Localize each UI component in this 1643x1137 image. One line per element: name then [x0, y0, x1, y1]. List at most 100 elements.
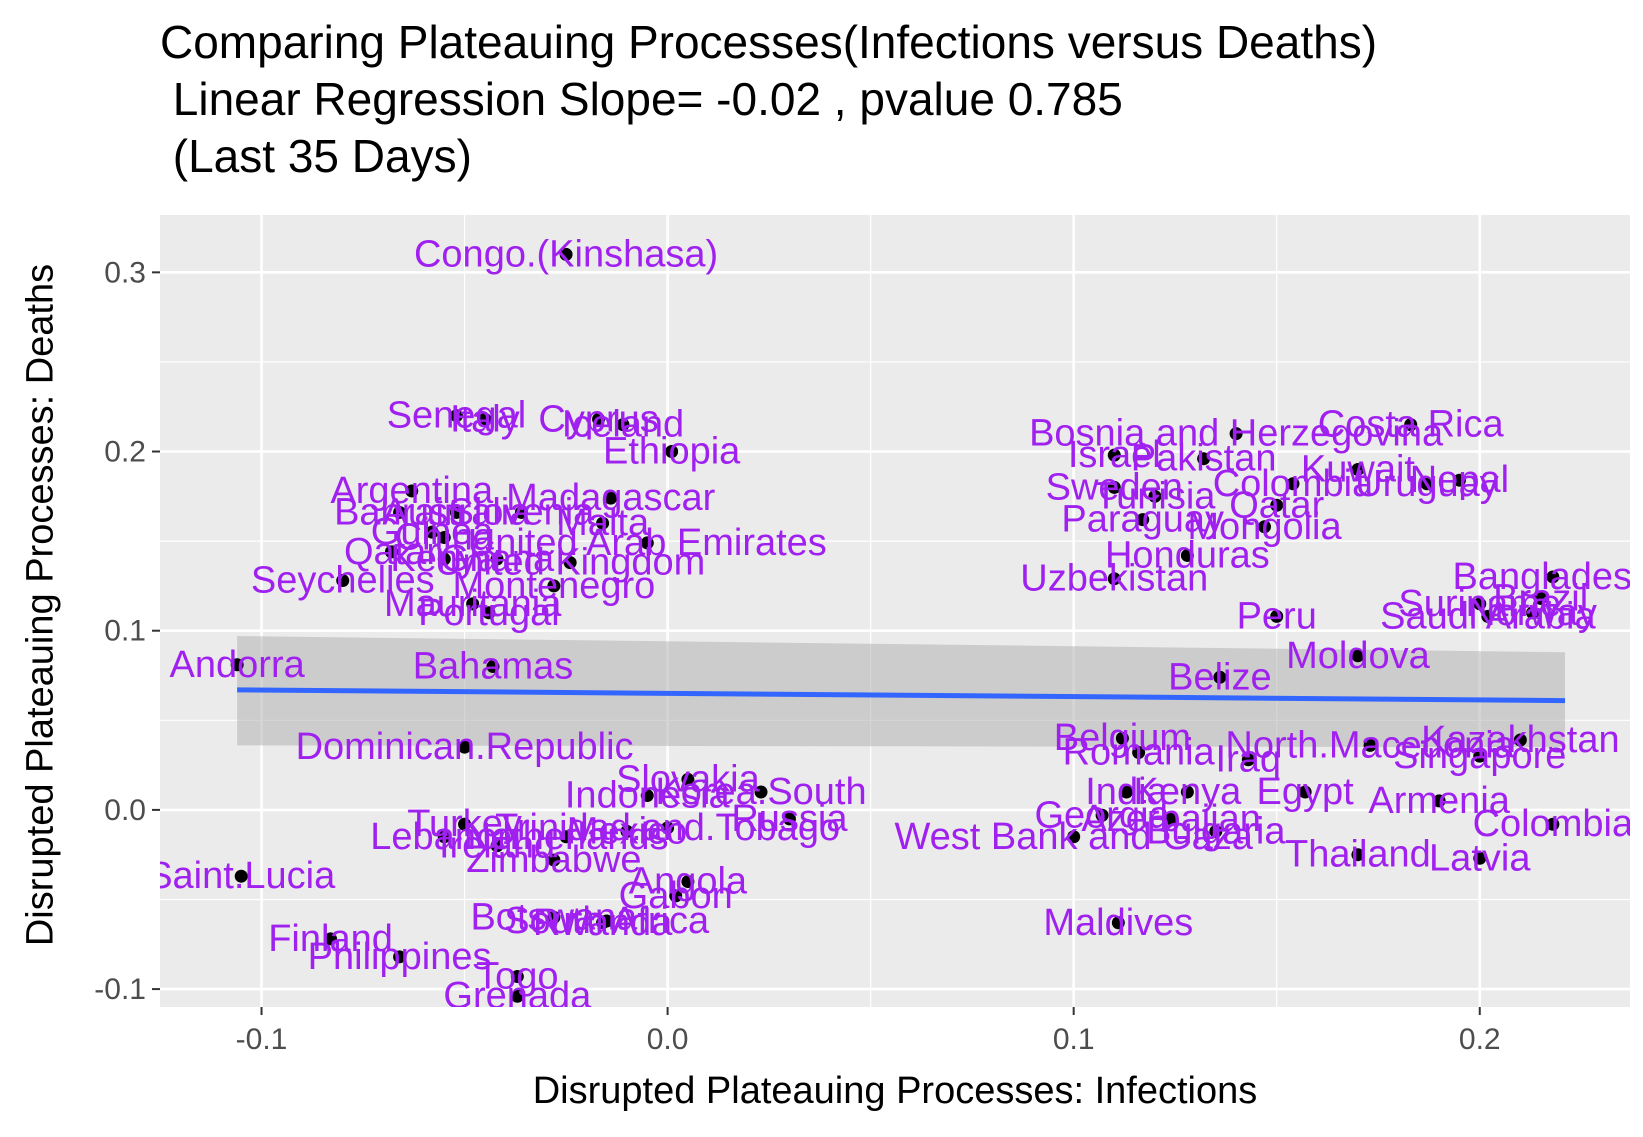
data-point — [1095, 808, 1109, 822]
data-point — [466, 597, 480, 611]
point-label: Latvia — [1429, 837, 1531, 879]
data-point — [1404, 418, 1418, 432]
data-point — [1132, 746, 1146, 760]
point-label: India — [1085, 771, 1168, 813]
point-label: Andorra — [170, 644, 306, 686]
data-point — [405, 484, 419, 498]
data-point — [1119, 785, 1133, 799]
y-tick-label: 0.1 — [104, 615, 146, 648]
point-label: Slovenia — [449, 491, 596, 533]
point-label: Botswana — [470, 896, 638, 938]
data-point — [1363, 738, 1377, 752]
point-label: Egypt — [1257, 771, 1355, 813]
point-label: Azerbaijan — [1081, 798, 1261, 840]
data-point — [1107, 480, 1121, 494]
data-point — [1351, 848, 1365, 862]
data-point — [547, 910, 561, 924]
data-point — [1067, 830, 1081, 844]
data-point — [754, 785, 768, 799]
data-point — [604, 491, 618, 505]
y-tick-label: 0.3 — [104, 256, 146, 289]
data-point — [640, 789, 654, 803]
data-point — [1420, 477, 1434, 491]
point-label: Indonesia — [565, 775, 731, 817]
data-point — [1241, 753, 1255, 767]
point-label: Zimbabwe — [466, 839, 641, 881]
point-label: Kenya — [1134, 771, 1243, 813]
point-label: Pakistan — [1131, 438, 1277, 480]
point-label: Peru — [1237, 595, 1317, 637]
point-label: Guinea — [371, 511, 494, 553]
data-point — [681, 772, 695, 786]
point-label: Bangladesh — [1452, 556, 1643, 598]
point-label: Dominican.Republic — [296, 726, 634, 768]
data-point — [1481, 609, 1495, 623]
point-label: Congo.(Kinshasa) — [414, 233, 718, 275]
point-label: Uruguay — [1355, 463, 1499, 505]
plot-panel — [160, 215, 1630, 1007]
y-axis-label-wrap: Disrupted Plateauing Processes: Deaths — [16, 190, 66, 1020]
data-point — [1270, 609, 1284, 623]
data-point — [1136, 513, 1150, 527]
data-point — [559, 247, 573, 261]
data-point — [640, 536, 654, 550]
data-point — [1452, 473, 1466, 487]
point-label: Madagascar — [506, 477, 715, 519]
data-point — [1164, 812, 1178, 826]
data-point — [1513, 733, 1527, 747]
point-label: Turkey — [407, 803, 522, 845]
data-point — [1546, 817, 1560, 831]
data-point — [1180, 785, 1194, 799]
point-label: Australia — [383, 491, 532, 533]
data-point — [449, 409, 463, 423]
point-label: Belgium — [1054, 717, 1191, 759]
point-label: Mauritania — [384, 583, 562, 625]
data-point — [1534, 591, 1548, 605]
point-label: Israel — [1068, 434, 1161, 476]
point-label: Saudi Arabia — [1380, 595, 1596, 637]
data-point — [616, 418, 630, 432]
data-point — [449, 505, 463, 519]
data-point — [234, 869, 248, 883]
x-tick-label: 0.2 — [1459, 1023, 1501, 1056]
point-label: Suriname — [1398, 583, 1561, 625]
data-point — [324, 932, 338, 946]
point-label: Sweden — [1046, 466, 1183, 508]
data-point — [1209, 824, 1223, 838]
point-label: Iceland — [562, 404, 685, 446]
point-label: Colombia — [1473, 803, 1634, 845]
point-label: Kazakhstan — [1421, 719, 1620, 761]
data-point — [1115, 731, 1129, 745]
point-label: Seychelles — [251, 560, 435, 602]
point-label: Gabon — [619, 875, 733, 917]
point-label: Iraq — [1216, 739, 1281, 781]
point-label: Thailand — [1285, 834, 1431, 876]
point-label: Kuwait — [1301, 448, 1415, 490]
point-label: Philippines — [308, 936, 492, 978]
data-point — [1229, 427, 1243, 441]
point-label: North.Macedonia — [1225, 724, 1515, 766]
point-label: Uzbekistan — [1020, 558, 1208, 600]
point-label: Bulgaria — [1146, 810, 1286, 852]
data-point — [547, 853, 561, 867]
point-label: Angola — [629, 861, 748, 903]
data-point — [1270, 498, 1284, 512]
data-point — [1111, 916, 1125, 930]
point-label: Moldova — [1286, 635, 1430, 677]
data-point — [478, 412, 492, 426]
data-point — [1473, 597, 1487, 611]
chart-title: Comparing Plateauing Processes(Infection… — [160, 14, 1377, 185]
point-label: Saint.Lucia — [147, 855, 336, 897]
point-label: Maldives — [1043, 902, 1193, 944]
data-point — [782, 812, 796, 826]
data-point — [665, 445, 679, 459]
data-point — [490, 552, 504, 566]
data-point — [1298, 785, 1312, 799]
point-label: Honduras — [1105, 534, 1270, 576]
y-tick-label: 0.2 — [104, 436, 146, 469]
data-point — [482, 606, 496, 620]
x-axis-label: Disrupted Plateauing Processes: Infectio… — [532, 1070, 1258, 1112]
data-point — [490, 839, 504, 853]
point-label: Ethiopia — [603, 431, 741, 473]
